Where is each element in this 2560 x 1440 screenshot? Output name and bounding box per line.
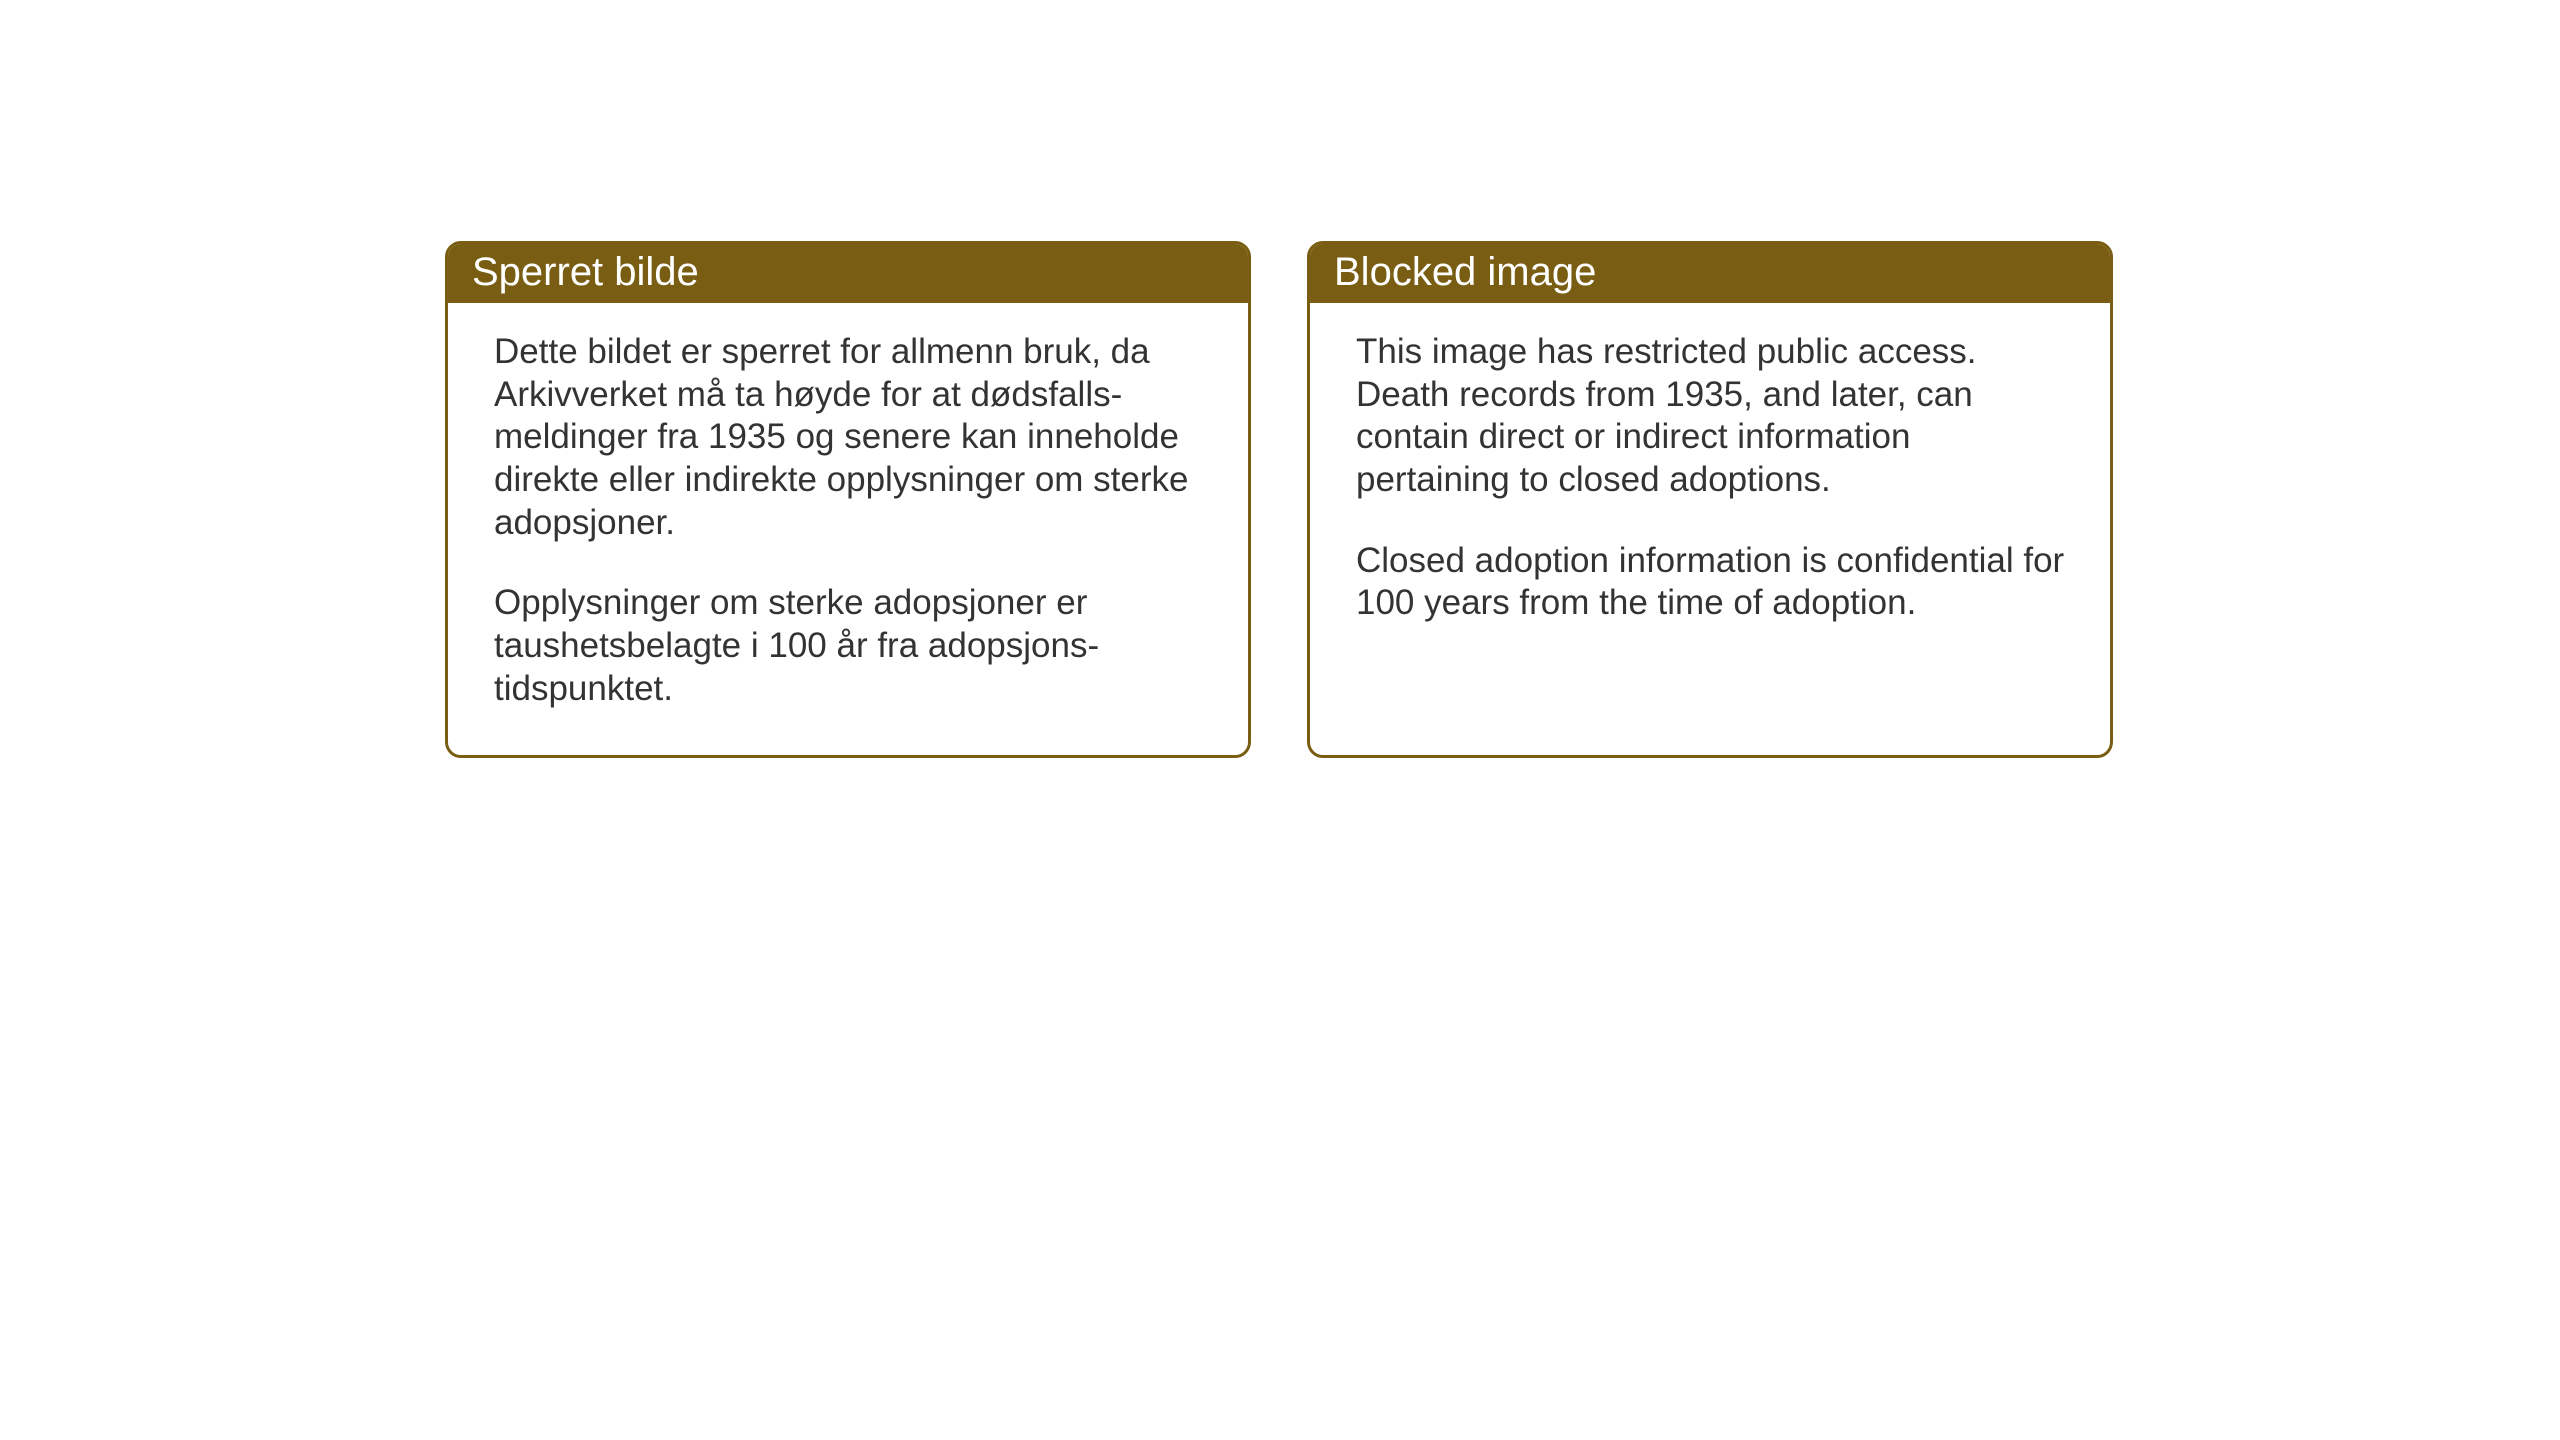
notice-body-norwegian: Dette bildet er sperret for allmenn bruk… <box>448 303 1248 755</box>
notice-paragraph: Dette bildet er sperret for allmenn bruk… <box>494 331 1210 544</box>
notice-body-english: This image has restricted public access.… <box>1310 303 2110 669</box>
notice-box-norwegian: Sperret bilde Dette bildet er sperret fo… <box>445 241 1251 758</box>
notice-box-english: Blocked image This image has restricted … <box>1307 241 2113 758</box>
notice-container: Sperret bilde Dette bildet er sperret fo… <box>445 241 2113 758</box>
notice-header-norwegian: Sperret bilde <box>448 244 1248 303</box>
notice-paragraph: This image has restricted public access.… <box>1356 331 2072 502</box>
notice-header-english: Blocked image <box>1310 244 2110 303</box>
notice-paragraph: Opplysninger om sterke adopsjoner er tau… <box>494 582 1210 710</box>
notice-paragraph: Closed adoption information is confident… <box>1356 540 2072 625</box>
